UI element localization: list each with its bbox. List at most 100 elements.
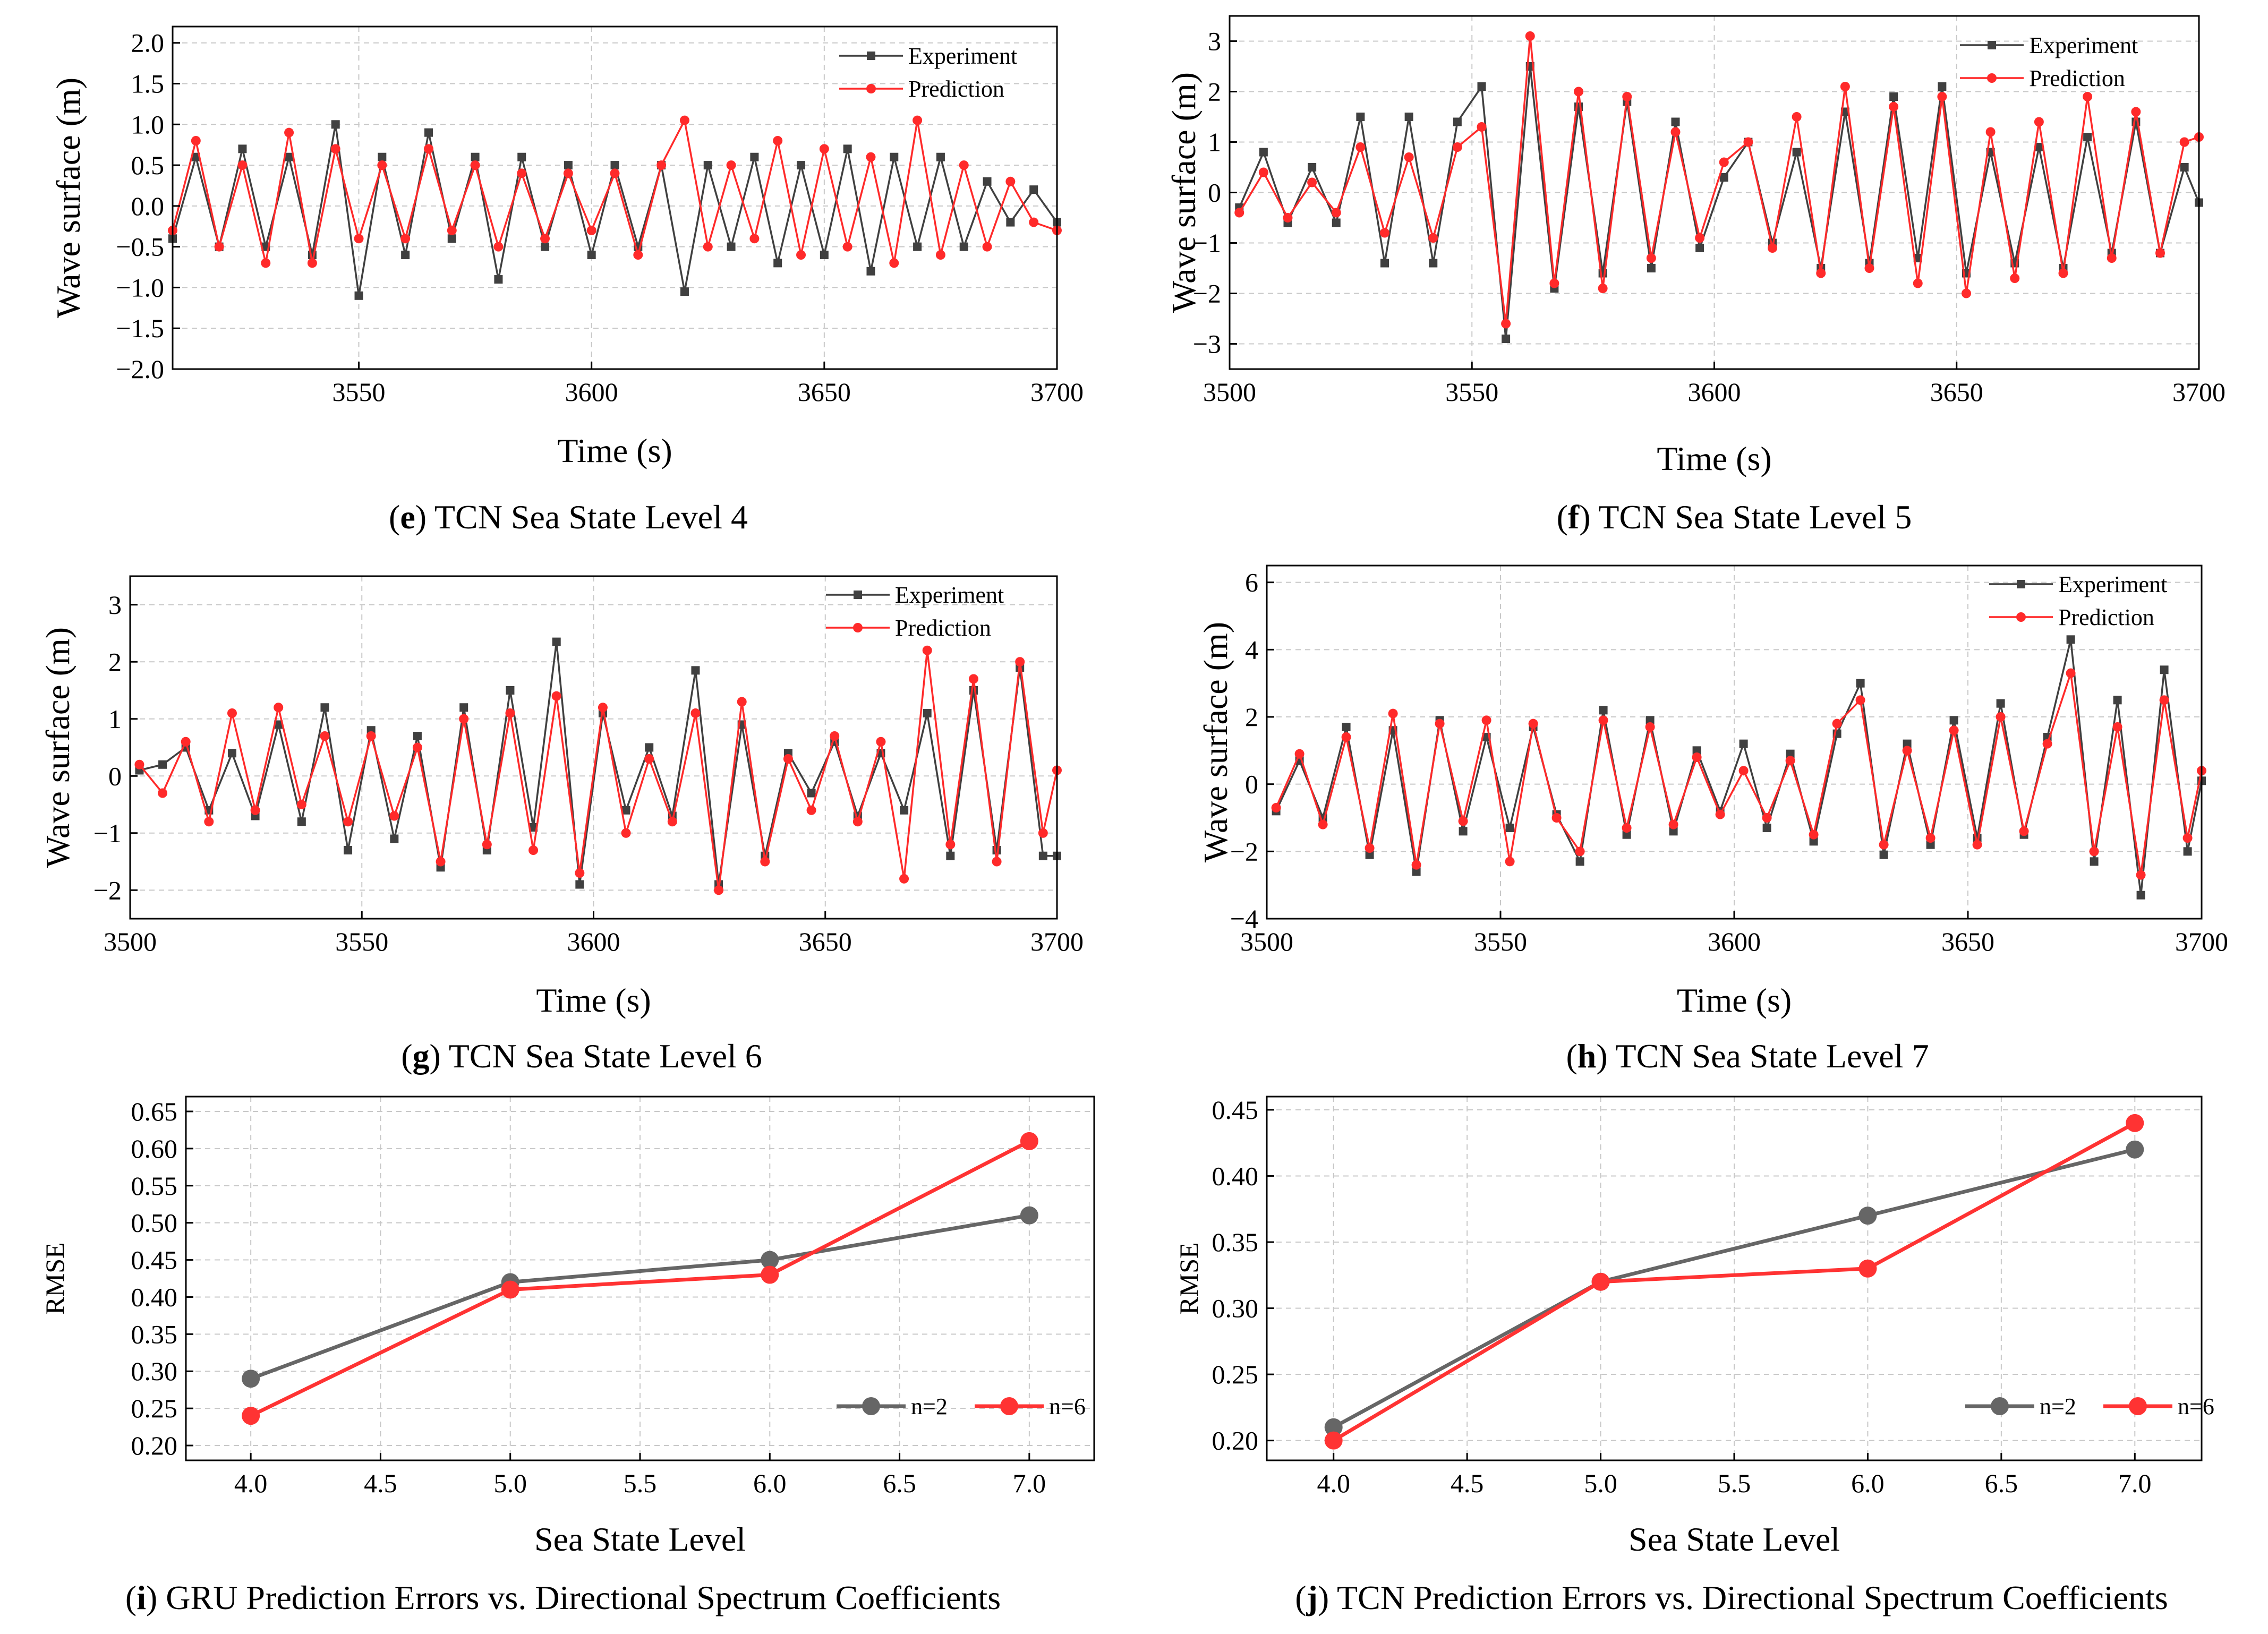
data-point: [1902, 746, 1912, 756]
data-point: [552, 637, 561, 646]
data-point: [1006, 218, 1015, 227]
data-point: [284, 127, 294, 138]
chart-f: 3500 3550 3600 3650 3700 −3 −2 −1 0 1 2 3 Time (s) Wa…: [1165, 15, 2226, 536]
data-point: [2180, 163, 2189, 172]
legend-marker: [2016, 612, 2026, 622]
data-point: [820, 251, 829, 259]
data-point: [773, 259, 782, 268]
data-point: [1647, 264, 1656, 272]
data-point: [1645, 716, 1655, 725]
y-tick-label: −2: [93, 875, 122, 905]
data-point: [1324, 1431, 1343, 1450]
data-point: [819, 144, 829, 154]
series-line-experiment: [172, 123, 1058, 297]
series-line-n-2: [1333, 1148, 2136, 1429]
data-point: [1879, 840, 1889, 850]
data-point: [413, 732, 422, 740]
data-point: [204, 817, 214, 827]
data-point: [866, 152, 876, 162]
data-point: [389, 811, 399, 821]
panel-caption: (e) TCN Sea State Level 4: [389, 498, 748, 536]
chart-j: 4.0 4.5 5.0 5.5 6.0 6.5 7.0 0.20 0.25 0.30 0.35 0.4…: [1174, 1095, 2214, 1616]
data-point: [1551, 813, 1562, 823]
data-point: [493, 242, 504, 252]
data-point: [1816, 268, 1826, 278]
data-point: [2089, 846, 2099, 857]
caption-letter: e: [400, 498, 415, 536]
data-point: [158, 760, 167, 769]
caption-letter: h: [1578, 1037, 1597, 1075]
data-point: [796, 250, 806, 260]
data-point: [1528, 718, 1538, 729]
data-point: [703, 242, 713, 252]
data-point: [250, 805, 260, 815]
data-point: [541, 242, 550, 251]
data-point: [436, 857, 446, 867]
data-point: [876, 737, 886, 747]
data-point: [1645, 722, 1655, 732]
data-point: [690, 708, 701, 718]
legend-label: n=6: [1049, 1393, 1086, 1419]
data-point: [2183, 847, 2192, 856]
y-axis-label: RMSE: [1174, 1242, 1204, 1314]
data-point: [982, 242, 992, 252]
x-axis-label: Time (s): [1677, 981, 1792, 1019]
x-tick-label: 3550: [1445, 377, 1498, 407]
x-axis-label: Time (s): [536, 981, 651, 1019]
data-point: [1575, 857, 1584, 866]
y-axis-label: Wave surface (m): [1165, 72, 1203, 313]
data-point: [959, 160, 969, 170]
data-point: [1591, 1272, 1610, 1291]
x-tick-label: 3600: [567, 927, 620, 956]
y-tick-label: −1.0: [116, 272, 164, 302]
data-point: [1996, 712, 2006, 722]
data-point: [1307, 177, 1317, 187]
data-point: [447, 225, 457, 235]
data-point: [1332, 218, 1341, 227]
data-point: [331, 120, 340, 129]
data-point: [2155, 248, 2165, 258]
data-point: [2179, 137, 2189, 147]
data-point: [1005, 176, 1016, 186]
data-point: [586, 225, 596, 235]
chart-e: 3550 3600 3650 3700 −2.0 −1.5 −1.0 −0.5 0.0 0.5 1.…: [49, 25, 1084, 536]
data-point: [1505, 857, 1515, 867]
caption-text: ) TCN Sea State Level 6: [430, 1037, 762, 1075]
y-tick-label: 0.55: [131, 1171, 178, 1201]
caption-open-paren: (: [125, 1579, 137, 1616]
data-point: [494, 275, 503, 284]
data-point: [390, 834, 399, 843]
y-tick-label: 0.20: [1212, 1426, 1259, 1456]
data-point: [1996, 699, 2005, 708]
x-tick-label: 4.5: [364, 1468, 397, 1498]
data-point: [2010, 273, 2020, 283]
data-point: [1858, 1259, 1877, 1278]
y-tick-label: −0.5: [116, 232, 164, 262]
data-point: [1646, 253, 1656, 263]
data-point: [1695, 233, 1705, 243]
data-point: [400, 234, 411, 244]
y-tick-label: 0.5: [131, 150, 165, 180]
data-point: [1015, 657, 1025, 667]
data-point: [1404, 152, 1414, 162]
x-tick-label: 3500: [1203, 377, 1256, 407]
data-point: [1786, 749, 1795, 758]
data-point: [227, 708, 237, 718]
y-tick-label: 2: [108, 647, 122, 677]
data-point: [1477, 122, 1487, 132]
x-tick-label: 3700: [2172, 377, 2226, 407]
data-point: [1840, 82, 1850, 91]
legend-label: n=2: [911, 1393, 948, 1419]
data-point: [842, 242, 852, 252]
y-tick-label: −2: [1230, 836, 1258, 866]
data-point: [2126, 1140, 2144, 1159]
data-point: [1525, 31, 1535, 41]
data-point: [703, 161, 712, 170]
data-point: [1429, 259, 1438, 268]
legend-marker: [866, 84, 876, 93]
data-point: [1404, 113, 1413, 121]
data-point: [1411, 860, 1421, 870]
data-point: [1768, 243, 1777, 253]
data-point: [807, 789, 816, 798]
